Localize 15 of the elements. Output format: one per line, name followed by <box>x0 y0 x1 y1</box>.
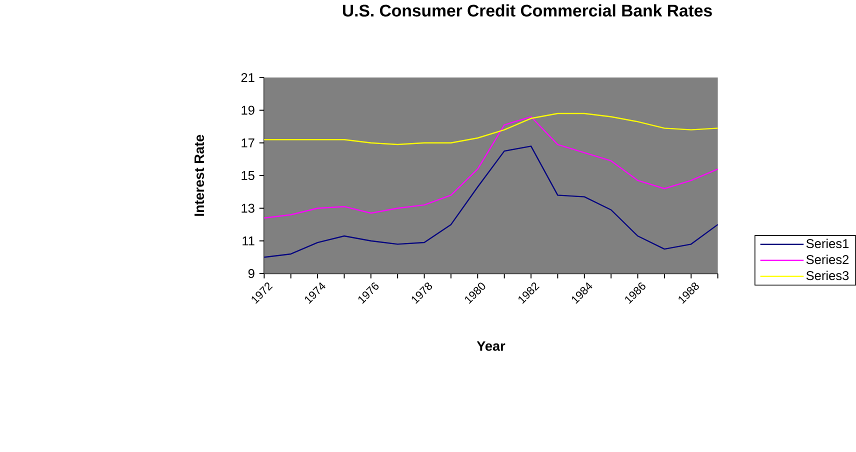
y-axis-title: Interest Rate <box>194 135 204 216</box>
line-series <box>264 116 718 219</box>
y-tick-label: 11 <box>242 236 254 246</box>
y-tick-label: 21 <box>241 73 254 82</box>
y-tick-label: 15 <box>242 171 254 180</box>
x-axis-title: Year <box>476 342 506 352</box>
legend-label: Series1 <box>806 238 849 248</box>
chart-title: U.S. Consumer Credit Commercial Bank Rates <box>342 4 712 17</box>
legend-label: Series3 <box>806 270 849 280</box>
y-tick-label: 19 <box>242 106 254 115</box>
y-tick-label: 9 <box>248 269 254 278</box>
legend-label: Series2 <box>806 254 849 264</box>
y-tick-label: 17 <box>242 138 254 148</box>
line-series <box>264 146 718 258</box>
y-tick-label: 13 <box>242 204 254 213</box>
